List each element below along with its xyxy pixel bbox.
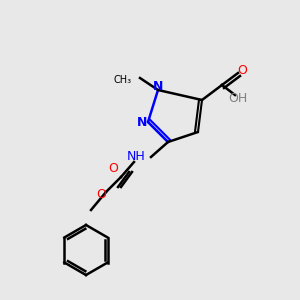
Text: OH: OH bbox=[228, 92, 248, 104]
Text: NH: NH bbox=[127, 151, 146, 164]
Text: N: N bbox=[137, 116, 147, 128]
Text: O: O bbox=[96, 188, 106, 202]
Text: N: N bbox=[153, 80, 163, 92]
Text: O: O bbox=[108, 163, 118, 176]
Text: O: O bbox=[237, 64, 247, 77]
Text: CH₃: CH₃ bbox=[114, 75, 132, 85]
